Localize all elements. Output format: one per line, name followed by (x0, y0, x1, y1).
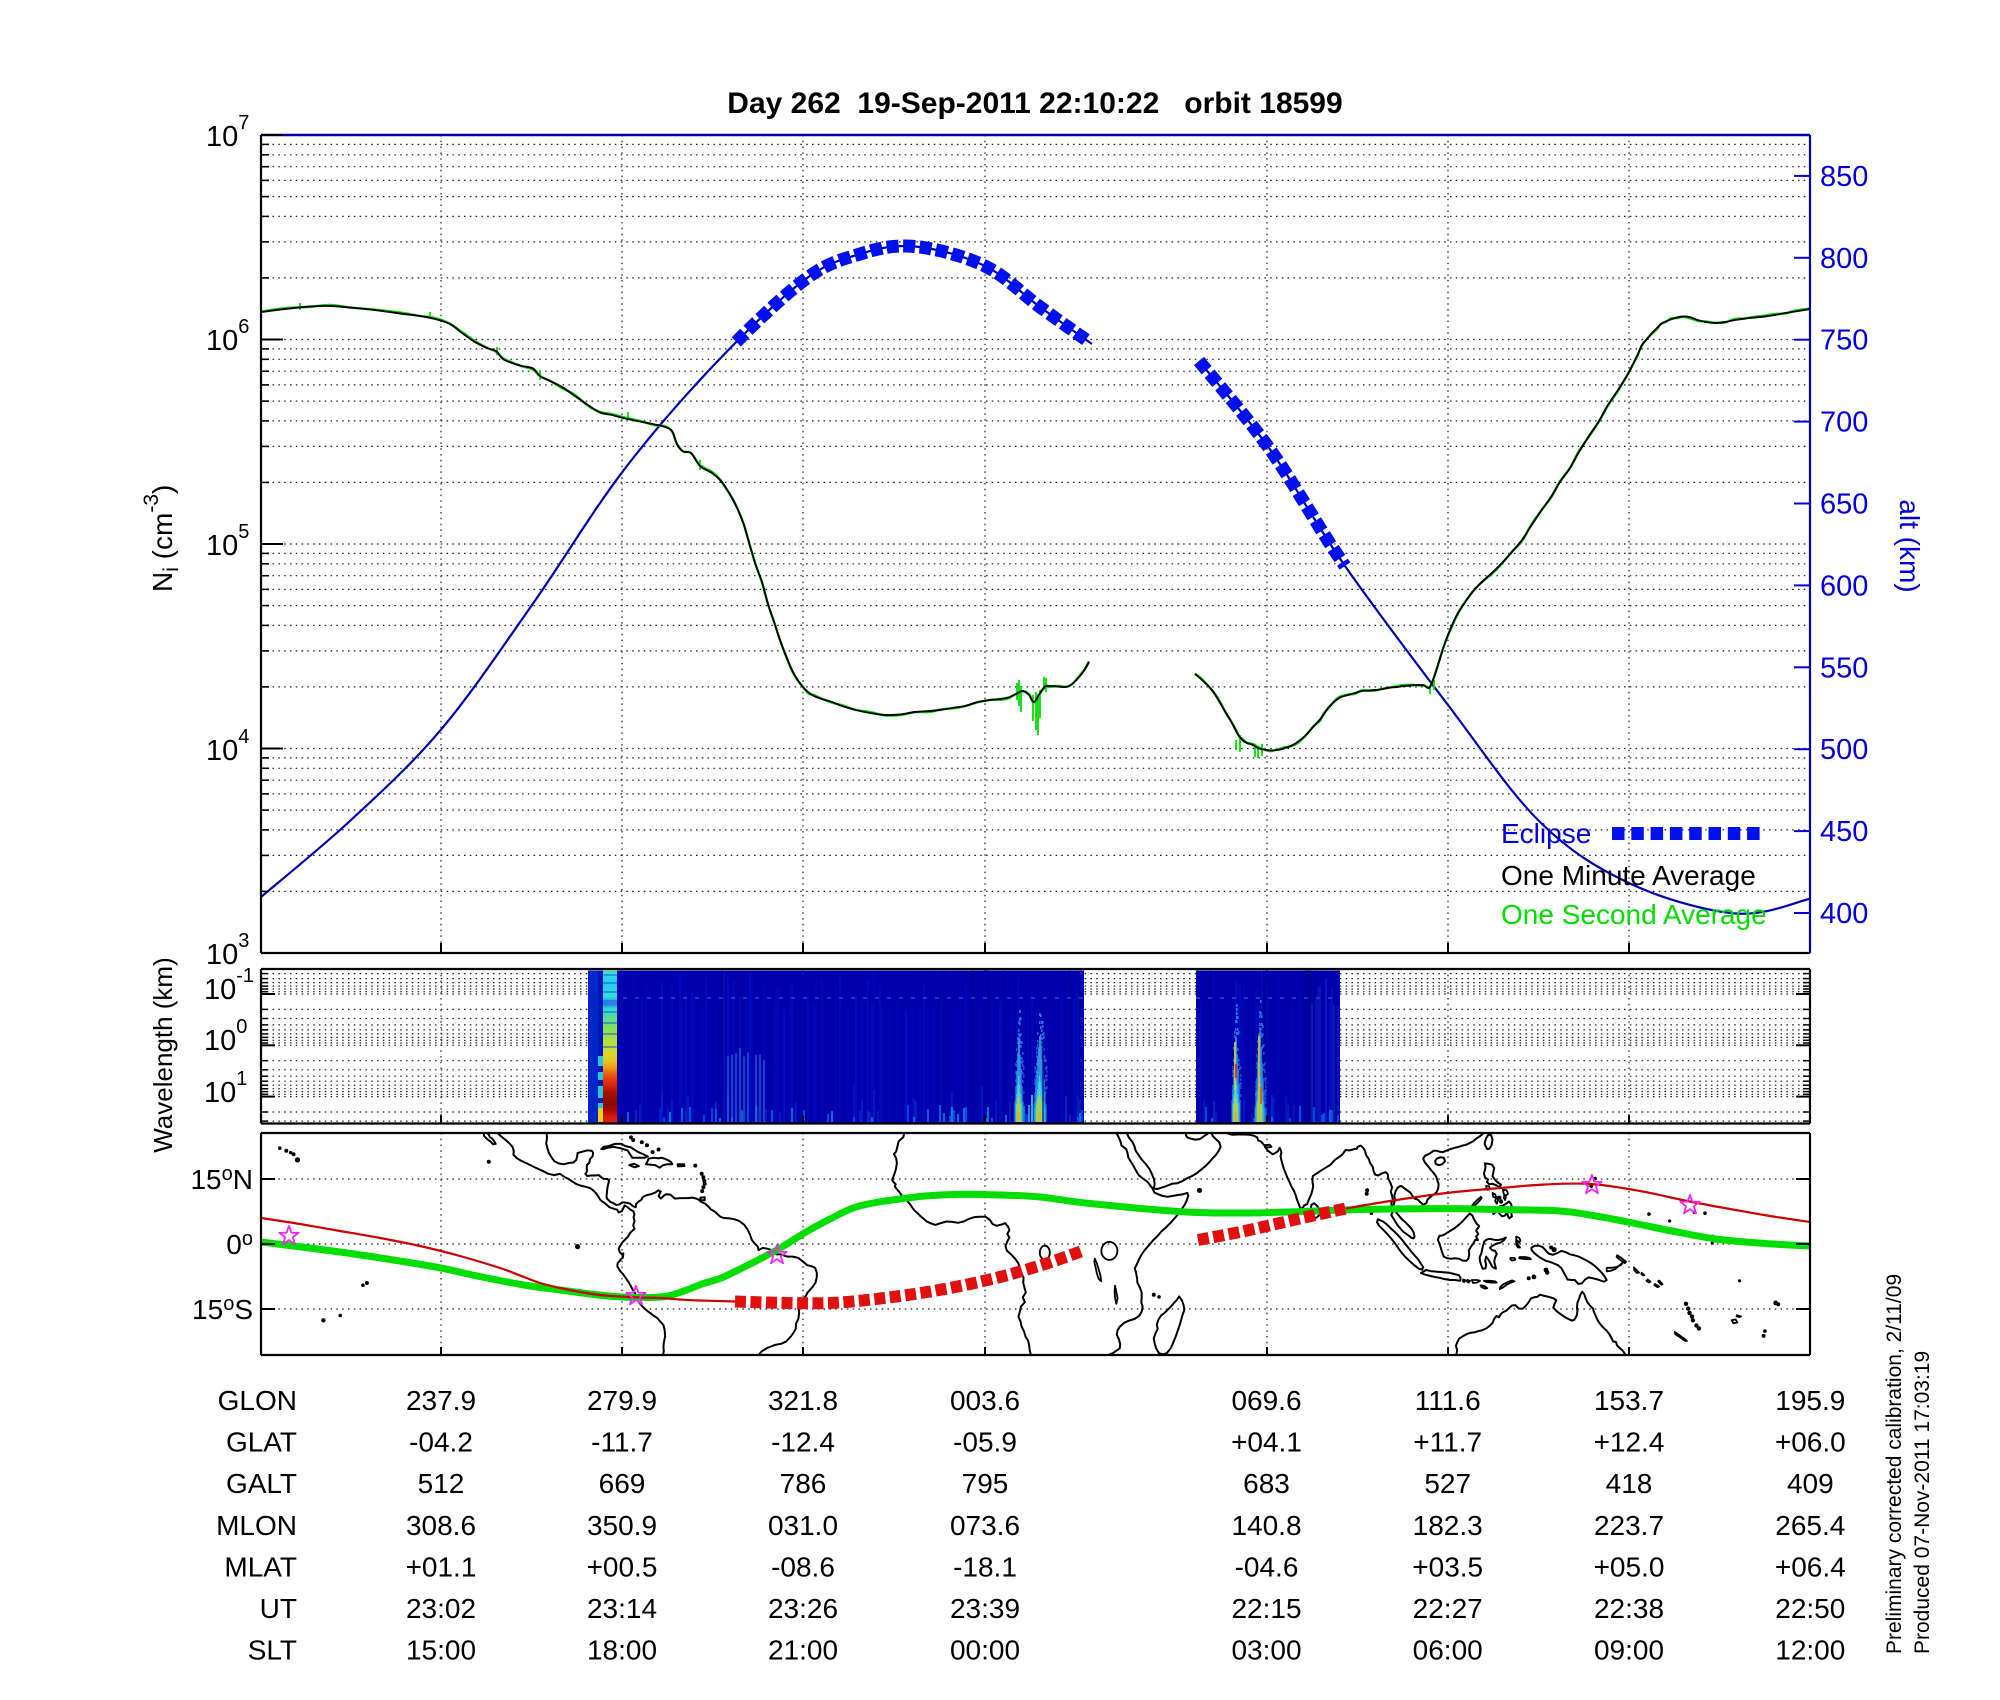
svg-text:15:00: 15:00 (406, 1635, 476, 1666)
svg-text:09:00: 09:00 (1594, 1635, 1664, 1666)
svg-text:512: 512 (418, 1468, 465, 1499)
svg-text:-11.7: -11.7 (591, 1427, 653, 1458)
svg-text:22:50: 22:50 (1775, 1593, 1845, 1624)
svg-text:One Minute Average: One Minute Average (1501, 860, 1756, 891)
svg-text:-04.2: -04.2 (409, 1427, 473, 1458)
svg-text:+06.0: +06.0 (1775, 1427, 1846, 1458)
svg-text:23:26: 23:26 (768, 1593, 838, 1624)
svg-text:MLAT: MLAT (224, 1551, 297, 1582)
svg-text:550: 550 (1820, 652, 1868, 684)
svg-text:786: 786 (780, 1468, 827, 1499)
svg-text:22:27: 22:27 (1413, 1593, 1483, 1624)
svg-text:GLON: GLON (218, 1385, 297, 1416)
svg-text:500: 500 (1820, 734, 1868, 766)
svg-text:+00.5: +00.5 (587, 1551, 658, 1582)
svg-text:+06.4: +06.4 (1775, 1551, 1846, 1582)
svg-text:alt (km): alt (km) (1894, 499, 1925, 592)
svg-text:350.9: 350.9 (587, 1510, 657, 1541)
svg-text:Produced 07-Nov-2011 17:03:19: Produced 07-Nov-2011 17:03:19 (1911, 1351, 1934, 1654)
svg-text:21:00: 21:00 (768, 1635, 838, 1666)
svg-text:850: 850 (1820, 161, 1868, 193)
svg-text:06:00: 06:00 (1413, 1635, 1483, 1666)
svg-text:22:38: 22:38 (1594, 1593, 1664, 1624)
svg-text:18:00: 18:00 (587, 1635, 657, 1666)
svg-text:237.9: 237.9 (406, 1385, 476, 1416)
svg-text:750: 750 (1820, 325, 1868, 357)
svg-text:308.6: 308.6 (406, 1510, 476, 1541)
svg-text:111.6: 111.6 (1415, 1385, 1481, 1416)
svg-text:321.8: 321.8 (768, 1385, 838, 1416)
svg-text:800: 800 (1820, 243, 1868, 275)
svg-text:Preliminary corrected calibrat: Preliminary corrected calibration, 2/11/… (1883, 1274, 1906, 1654)
svg-text:-18.1: -18.1 (953, 1551, 1017, 1582)
svg-text:+03.5: +03.5 (1412, 1551, 1483, 1582)
svg-text:12:00: 12:00 (1775, 1635, 1845, 1666)
svg-text:140.8: 140.8 (1231, 1510, 1301, 1541)
svg-text:195.9: 195.9 (1775, 1385, 1845, 1416)
svg-text:-08.6: -08.6 (771, 1551, 835, 1582)
svg-text:Day 262 19-Sep-2011 22:10:22: Day 262 19-Sep-2011 22:10:22 orbit 18599 (727, 87, 1342, 120)
svg-text:15oS: 15oS (192, 1293, 253, 1325)
svg-text:069.6: 069.6 (1231, 1385, 1301, 1416)
svg-text:+05.0: +05.0 (1594, 1551, 1665, 1582)
svg-text:Eclipse: Eclipse (1501, 818, 1591, 849)
svg-text:400: 400 (1820, 898, 1868, 930)
svg-text:650: 650 (1820, 489, 1868, 521)
svg-text:23:39: 23:39 (950, 1593, 1020, 1624)
svg-text:15oN: 15oN (190, 1163, 253, 1195)
svg-text:+11.7: +11.7 (1413, 1427, 1482, 1458)
svg-text:600: 600 (1820, 570, 1868, 602)
svg-text:795: 795 (962, 1468, 1009, 1499)
svg-text:683: 683 (1243, 1468, 1290, 1499)
svg-text:669: 669 (599, 1468, 646, 1499)
svg-text:265.4: 265.4 (1775, 1510, 1845, 1541)
svg-text:00:00: 00:00 (950, 1635, 1020, 1666)
svg-text:073.6: 073.6 (950, 1510, 1020, 1541)
svg-text:279.9: 279.9 (587, 1385, 657, 1416)
svg-text:23:02: 23:02 (406, 1593, 476, 1624)
svg-text:450: 450 (1820, 816, 1868, 848)
svg-text:-05.9: -05.9 (953, 1427, 1017, 1458)
svg-text:GLAT: GLAT (226, 1427, 297, 1458)
svg-text:UT: UT (260, 1593, 297, 1624)
svg-text:-04.6: -04.6 (1235, 1551, 1299, 1582)
svg-text:03:00: 03:00 (1231, 1635, 1301, 1666)
svg-text:23:14: 23:14 (587, 1593, 657, 1624)
svg-text:-12.4: -12.4 (771, 1427, 835, 1458)
svg-text:409: 409 (1787, 1468, 1834, 1499)
svg-text:22:15: 22:15 (1231, 1593, 1301, 1624)
svg-text:+12.4: +12.4 (1594, 1427, 1665, 1458)
svg-text:700: 700 (1820, 407, 1868, 439)
svg-text:182.3: 182.3 (1413, 1510, 1483, 1541)
svg-text:527: 527 (1424, 1468, 1471, 1499)
svg-text:One Second Average: One Second Average (1501, 899, 1767, 930)
svg-text:Wavelength (km): Wavelength (km) (148, 957, 178, 1153)
svg-text:153.7: 153.7 (1594, 1385, 1664, 1416)
svg-text:SLT: SLT (248, 1635, 297, 1666)
svg-text:+01.1: +01.1 (406, 1551, 477, 1582)
svg-text:003.6: 003.6 (950, 1385, 1020, 1416)
svg-text:+04.1: +04.1 (1231, 1427, 1302, 1458)
svg-text:MLON: MLON (216, 1510, 297, 1541)
svg-text:031.0: 031.0 (768, 1510, 838, 1541)
svg-text:GALT: GALT (226, 1468, 297, 1499)
svg-text:418: 418 (1606, 1468, 1653, 1499)
svg-text:223.7: 223.7 (1594, 1510, 1664, 1541)
